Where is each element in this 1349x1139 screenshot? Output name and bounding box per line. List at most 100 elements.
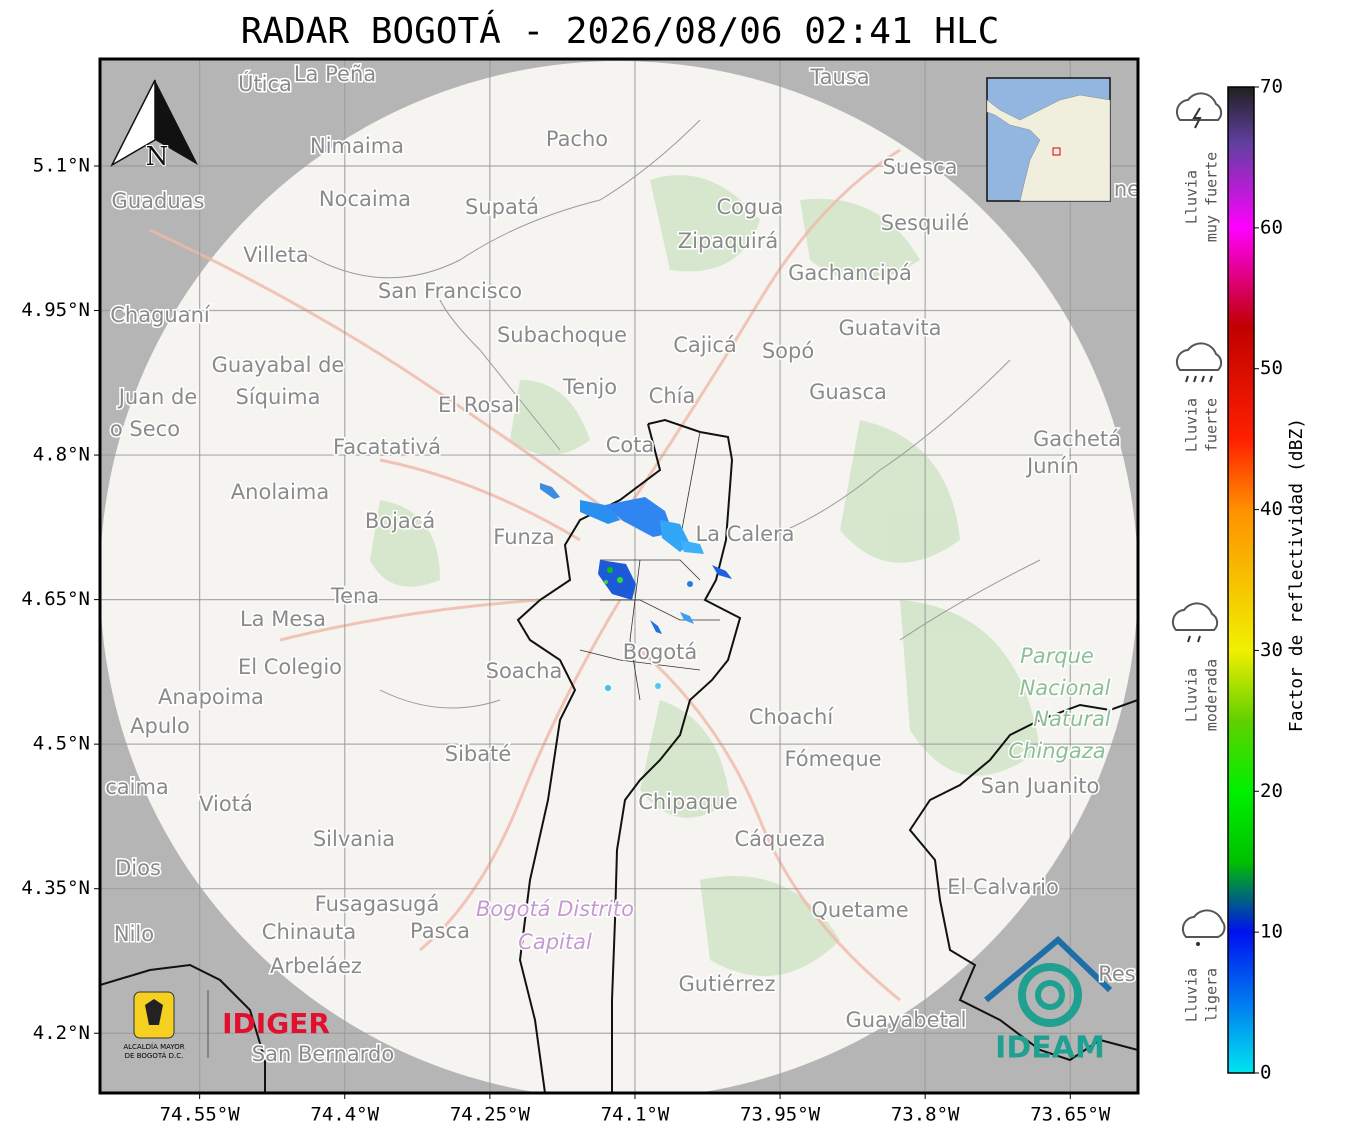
place-label: Apulo bbox=[130, 714, 190, 738]
radar-echoes bbox=[540, 483, 732, 691]
logo-alcaldia: ALCALDÍA MAYOR DE BOGOTÁ D.C. IDIGER bbox=[123, 990, 330, 1060]
axes: 74.55°W 74.4°W 74.25°W 74.1°W 73.95°W 73.8°W 7… bbox=[21, 154, 1111, 1125]
x-tick-label: 73.65°W bbox=[1030, 1104, 1111, 1126]
y-tick-label: 4.95°N bbox=[21, 299, 90, 321]
y-tick-label: 4.2°N bbox=[33, 1022, 90, 1044]
district-label: Bogotá Distrito bbox=[476, 897, 634, 921]
place-label: caima bbox=[105, 775, 169, 799]
y-tick-label: 4.5°N bbox=[33, 733, 90, 755]
place-label: Cáqueza bbox=[735, 827, 826, 851]
rain-label: fuerte bbox=[1203, 398, 1221, 452]
place-label: Cogua bbox=[716, 195, 783, 219]
place-label: La Peña bbox=[294, 62, 376, 86]
park-label: Chingaza bbox=[1008, 739, 1105, 763]
rain-label: Lluvia bbox=[1183, 170, 1201, 224]
place-label: Sopó bbox=[762, 339, 814, 363]
place-label: Nimaima bbox=[310, 134, 404, 158]
logo-ideam: IDEAM bbox=[984, 935, 1113, 1066]
colorbar-tick-label: 40 bbox=[1260, 498, 1283, 520]
place-label: Guaduas bbox=[112, 189, 205, 213]
place-label: Chaguaní bbox=[110, 303, 211, 327]
place-label: Síquima bbox=[236, 385, 321, 409]
y-tick-label: 4.65°N bbox=[21, 588, 90, 610]
place-label: Bogotá bbox=[623, 640, 698, 664]
place-label: Fómeque bbox=[784, 747, 881, 771]
x-tick-label: 74.55°W bbox=[160, 1104, 241, 1126]
place-label: Res bbox=[1098, 962, 1136, 986]
place-label: Nilo bbox=[114, 922, 154, 946]
place-label: Sibaté bbox=[445, 742, 512, 766]
place-label: Soacha bbox=[486, 659, 563, 683]
place-label: Guayabetal bbox=[846, 1008, 967, 1032]
place-label: Juan de bbox=[117, 385, 198, 409]
place-label: Anolaima bbox=[231, 480, 329, 504]
colorbar-tick-label: 70 bbox=[1260, 76, 1283, 98]
x-tick-label: 73.95°W bbox=[740, 1104, 821, 1126]
x-tick-label: 74.25°W bbox=[450, 1104, 531, 1126]
place-label: Arbeláez bbox=[270, 954, 362, 978]
place-label: Quetame bbox=[811, 898, 908, 922]
place-labels: Útica La Peña Tausa Pacho Nimaima Suesca Guadu… bbox=[104, 61, 1138, 1068]
place-label: Anapoima bbox=[158, 685, 264, 709]
rain-icons bbox=[1171, 92, 1226, 946]
place-label: Gutiérrez bbox=[679, 972, 776, 996]
rain-label: ligera bbox=[1203, 968, 1221, 1022]
place-label: Fusagasugá bbox=[315, 892, 440, 916]
x-tick-label: 74.1°W bbox=[601, 1104, 670, 1126]
colorbar-tick-label: 30 bbox=[1260, 639, 1283, 661]
place-label: Facatativá bbox=[333, 435, 441, 459]
place-label: San Bernardo bbox=[252, 1042, 394, 1066]
place-label: San Francisco bbox=[378, 279, 522, 303]
place-label: Supatá bbox=[465, 195, 539, 219]
place-label: Chipaque bbox=[638, 790, 738, 814]
place-label: El Rosal bbox=[438, 393, 520, 417]
place-label: Cajicá bbox=[673, 333, 737, 357]
place-label: Tena bbox=[330, 584, 379, 608]
park-label: Natural bbox=[1033, 707, 1111, 731]
y-tick-label: 5.1°N bbox=[33, 154, 90, 176]
y-tick-label: 4.35°N bbox=[21, 877, 90, 899]
place-label: Tenjo bbox=[562, 375, 617, 399]
place-label: Funza bbox=[493, 525, 554, 549]
roads bbox=[149, 148, 901, 1002]
park-label: Nacional bbox=[1020, 676, 1111, 700]
place-label: Chía bbox=[649, 384, 696, 408]
place-label: Suesca bbox=[883, 155, 958, 179]
place-label: La Calera bbox=[695, 522, 794, 546]
place-label: Pasca bbox=[410, 919, 470, 943]
place-label: Tausa bbox=[809, 65, 869, 89]
place-label: Gachancipá bbox=[788, 261, 912, 285]
rain-label: Lluvia bbox=[1183, 668, 1201, 722]
rain-label: muy fuerte bbox=[1203, 152, 1221, 242]
place-label: Villeta bbox=[243, 243, 308, 267]
north-label: N bbox=[146, 142, 169, 172]
place-label: Sesquilé bbox=[881, 211, 969, 235]
place-label: Viotá bbox=[199, 792, 253, 816]
rain-label: Lluvia bbox=[1183, 968, 1201, 1022]
place-label: Nocaima bbox=[319, 187, 411, 211]
place-label: Guasca bbox=[809, 380, 887, 404]
place-label: Subachoque bbox=[497, 323, 627, 347]
park-label: Parque bbox=[1020, 644, 1094, 668]
localities bbox=[579, 431, 720, 701]
place-label: Bojacá bbox=[365, 509, 435, 533]
map: N ALCALDÍA MAYOR DE BOGOTÁ D.C. IDIGER I… bbox=[100, 59, 1138, 1093]
place-label: Silvania bbox=[313, 827, 395, 851]
map-frame bbox=[98, 57, 1140, 1095]
ideam-logo: IDEAM bbox=[995, 1031, 1105, 1066]
colorbar-gradient bbox=[1227, 86, 1255, 1074]
colorbar-label: Factor de reflectividad (dBZ) bbox=[1286, 418, 1307, 732]
district-label: Capital bbox=[518, 930, 592, 954]
colorbar: 0 10 20 30 40 50 60 70 Factor de reflectividad (… bbox=[1227, 76, 1307, 1084]
inset-map bbox=[986, 77, 1111, 202]
x-tick-label: 73.8°W bbox=[891, 1104, 960, 1126]
colorbar-tick-label: 20 bbox=[1260, 780, 1283, 802]
place-label: Junín bbox=[1025, 454, 1079, 478]
place-label: Dios bbox=[115, 856, 161, 880]
north-arrow: N bbox=[110, 79, 198, 173]
place-label: El Colegio bbox=[238, 655, 342, 679]
place-label: La Mesa bbox=[240, 607, 326, 631]
place-label: Guayabal de bbox=[212, 353, 345, 377]
